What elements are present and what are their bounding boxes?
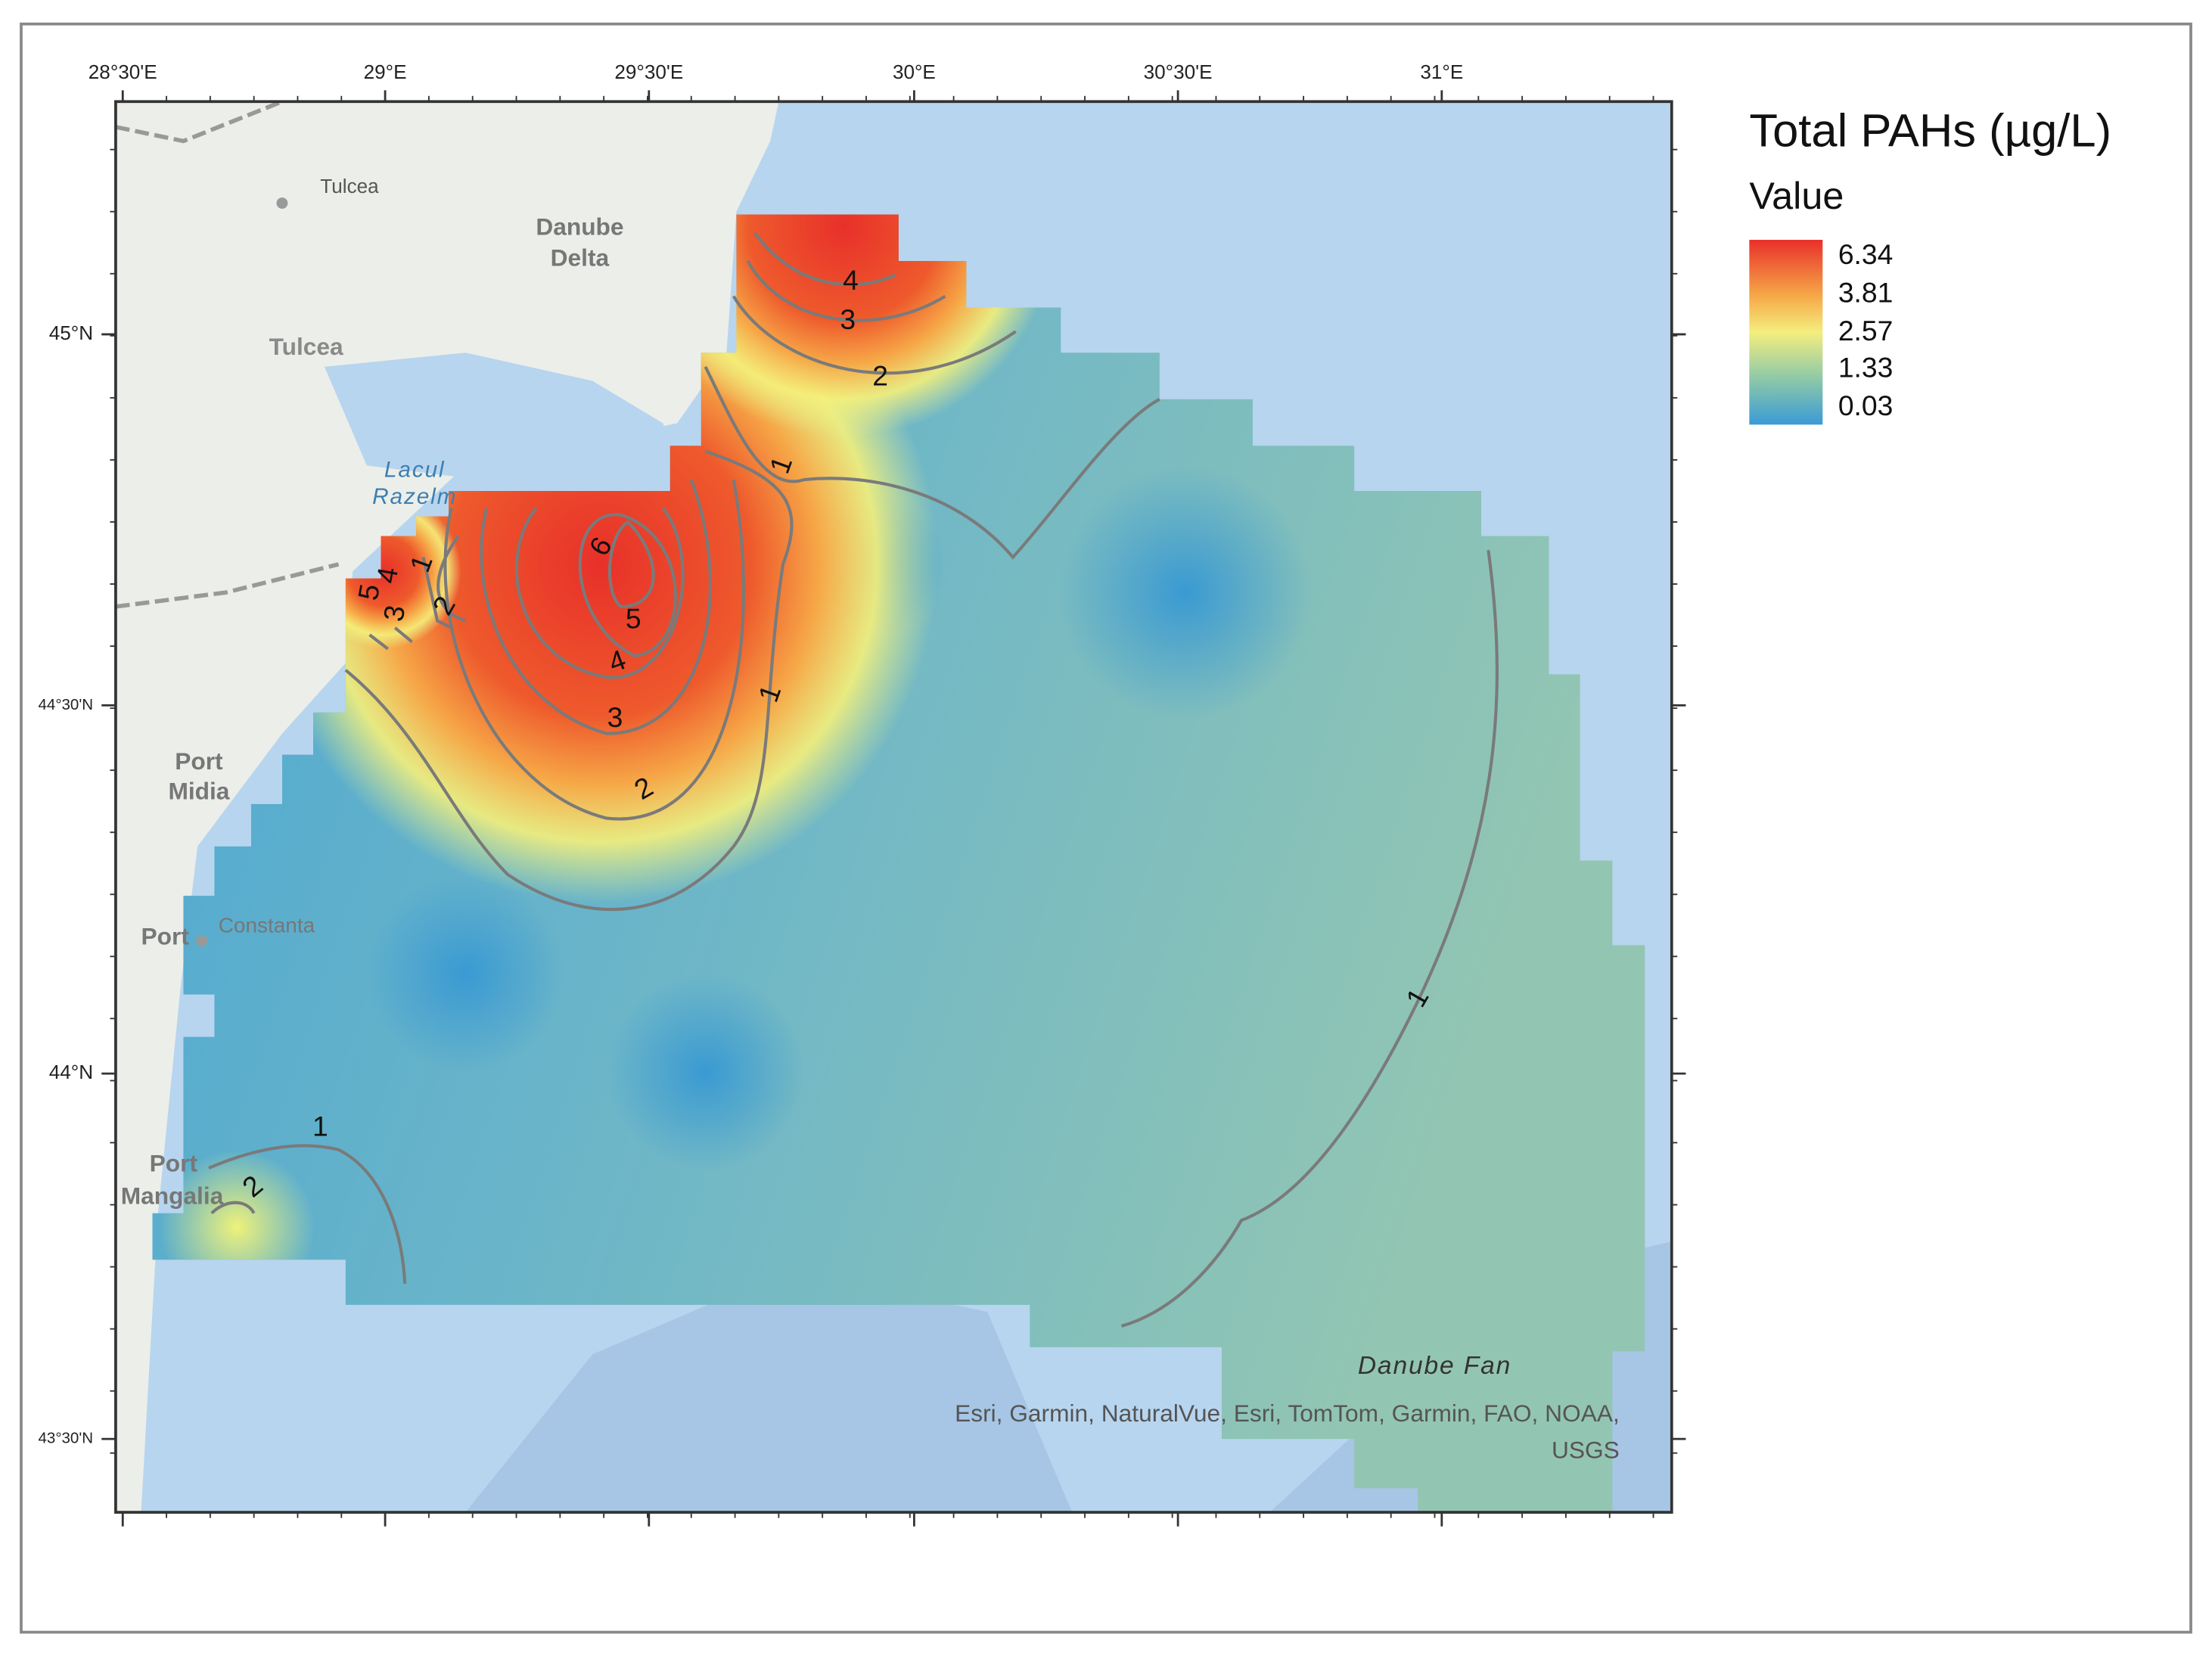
contours [208, 231, 1499, 1328]
contour-label: 5 [626, 602, 642, 634]
legend-label: 3.81 [1838, 277, 1894, 309]
city-dot [276, 197, 288, 209]
city-dot [196, 935, 208, 947]
place-label: Port [150, 1150, 198, 1177]
legend-label: 0.03 [1838, 390, 1894, 421]
legend-ramp [1749, 240, 1823, 425]
border [115, 101, 340, 609]
place-label: Danube [536, 213, 623, 240]
lon-label: 31°E [1420, 61, 1463, 83]
place-label: Delta [551, 244, 610, 271]
lon-label: 30°E [893, 61, 936, 83]
place-label: Tulcea [320, 175, 379, 197]
place-label: Port [175, 747, 223, 775]
basemap [115, 101, 1672, 1513]
hot-spot [632, 214, 1055, 438]
attribution: USGS [1552, 1436, 1620, 1463]
legend-subtitle: Value [1749, 174, 1844, 217]
lagoon [324, 353, 678, 480]
contour-label: 2 [872, 360, 888, 392]
contour-label: 3 [840, 303, 856, 335]
place-label: Midia [168, 777, 229, 804]
place-label: Razelm [372, 484, 457, 509]
attribution: Esri, Garmin, NaturalVue, Esri, TomTom, … [955, 1400, 1620, 1427]
place-label: Lacul [384, 458, 446, 483]
land [115, 101, 779, 1513]
lat-label: 43°30'N [39, 1430, 94, 1447]
low-spot [1058, 465, 1313, 720]
contour-label: 1 [312, 1111, 328, 1142]
legend-label: 2.57 [1838, 315, 1894, 346]
legend-label: 1.33 [1838, 351, 1894, 383]
low-spot [366, 875, 564, 1073]
low-spot [606, 973, 804, 1171]
legend-label: 6.34 [1838, 238, 1894, 270]
lon-label: 29°E [364, 61, 407, 83]
contour-label: 3 [607, 701, 623, 733]
lon-label: 30°30'E [1144, 61, 1213, 83]
place-label: Mangalia [121, 1182, 224, 1210]
lon-label: 28°30'E [89, 61, 157, 83]
contour-label: 4 [843, 264, 859, 296]
legend-title: Total PAHs (µg/L) [1749, 104, 2111, 157]
lat-label: 44°N [49, 1061, 93, 1083]
place-label: Tulcea [269, 333, 343, 360]
map-frame [114, 100, 1673, 1514]
lat-label: 45°N [49, 322, 93, 344]
lon-label: 29°30'E [614, 61, 683, 83]
place-label: Port [141, 922, 189, 949]
place-label: Danube Fan [1358, 1352, 1511, 1380]
lat-label: 44°30'N [39, 696, 94, 713]
place-label: Constanta [219, 914, 315, 937]
